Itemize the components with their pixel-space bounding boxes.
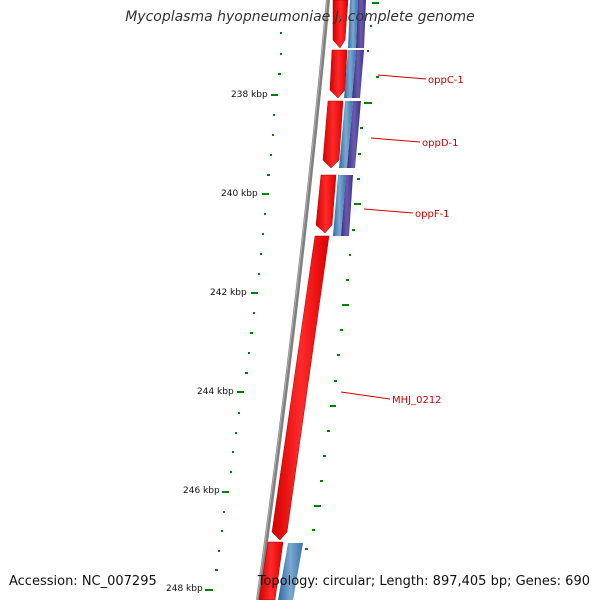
cds-track	[258, 0, 349, 600]
blast-hit	[341, 175, 353, 236]
genome-summary: Topology: circular; Length: 897,405 bp; …	[257, 574, 590, 589]
scale-label: 240 kbp	[221, 189, 258, 199]
cds-feature	[271, 235, 330, 541]
scale-label: 242 kbp	[210, 288, 247, 298]
blast-hit	[278, 543, 303, 600]
gene-label-leader	[340, 391, 391, 400]
gc-content-track	[205, 2, 379, 591]
gene-label-oppc-1: oppC-1	[428, 75, 464, 86]
gene-label-leader	[377, 74, 427, 80]
gene-labels: oppC-1 oppD-1 oppF-1 MHJ_0212	[340, 74, 464, 406]
cds-feature	[332, 0, 349, 49]
blast-hit	[352, 50, 364, 98]
map-title: Mycoplasma hyopneumoniae J, complete gen…	[125, 9, 475, 25]
cds-feature	[315, 174, 337, 234]
scale-label: 246 kbp	[183, 486, 220, 496]
cds-feature	[322, 100, 344, 169]
blast-hit	[348, 0, 358, 48]
accession-label: Accession: NC_007295	[9, 574, 157, 589]
scale-label: 244 kbp	[197, 387, 234, 397]
genome-backbone-highlight	[256, 0, 328, 600]
gene-label-oppd-1: oppD-1	[422, 138, 458, 149]
gene-label-mhj-0212: MHJ_0212	[392, 395, 442, 406]
blast-track	[278, 0, 366, 600]
gene-label-leader	[370, 137, 421, 143]
scale-labels: 238 kbp 240 kbp 242 kbp 244 kbp 246 kbp …	[166, 90, 268, 594]
cds-feature	[258, 541, 284, 600]
blast-hit	[347, 101, 361, 168]
genome-backbone	[256, 0, 330, 600]
blast-hit	[339, 101, 353, 168]
scale-label: 248 kbp	[166, 584, 203, 594]
scale-label: 238 kbp	[231, 90, 268, 100]
blast-hit	[333, 175, 346, 236]
gene-label-leader	[363, 208, 414, 214]
gc-outer-ticks	[305, 2, 379, 550]
gene-label-oppf-1: oppF-1	[415, 209, 450, 220]
gc-inner-ticks	[205, 32, 282, 591]
blast-hit	[356, 0, 366, 48]
cds-feature	[329, 49, 348, 99]
